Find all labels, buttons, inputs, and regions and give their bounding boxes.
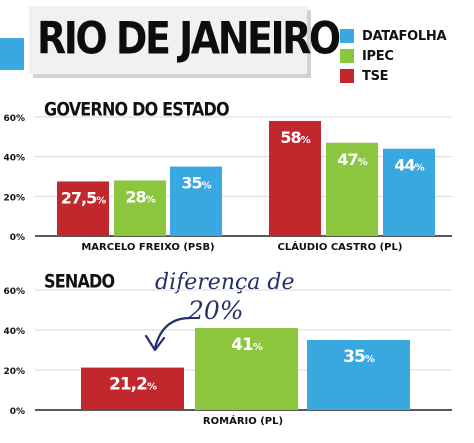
data-label: 44% [394, 156, 424, 175]
legend-label-ipec: IPEC [362, 48, 394, 64]
data-label: 47% [337, 150, 367, 169]
section-title-senado: SENADO [44, 270, 115, 292]
bar [195, 328, 298, 410]
legend-item-datafolha: DATAFOLHA [340, 26, 447, 46]
accent-bar [0, 38, 24, 70]
legend: DATAFOLHA IPEC TSE [340, 26, 447, 86]
data-label: 28% [125, 187, 155, 206]
bar [326, 142, 378, 236]
legend-item-ipec: IPEC [340, 46, 446, 66]
data-label: 35% [181, 174, 211, 193]
y-tick-label: 60% [3, 287, 25, 297]
curved-arrow-icon [153, 316, 192, 350]
category-label: ROMÁRIO (PL) [203, 414, 283, 427]
data-label: 27,5% [61, 188, 106, 207]
arrow-head-icon [144, 334, 166, 352]
bar [383, 148, 435, 236]
section-title-governo: GOVERNO DO ESTADO [44, 98, 230, 120]
legend-label-tse: TSE [362, 68, 389, 84]
bar [170, 166, 222, 236]
bar [81, 367, 184, 410]
legend-item-tse: TSE [340, 66, 446, 86]
bar [114, 180, 166, 236]
title-background [29, 6, 307, 74]
y-tick-label: 20% [3, 367, 25, 377]
y-tick-label: 20% [3, 193, 25, 203]
annotation-line2: 20% [188, 296, 244, 325]
page-title: RIO DE JANEIRO [37, 12, 341, 64]
y-tick-label: 40% [3, 327, 25, 337]
bar [269, 120, 321, 236]
bar [57, 181, 109, 236]
legend-swatch-tse [340, 69, 354, 83]
bar [307, 340, 410, 410]
legend-swatch-ipec [340, 49, 354, 63]
y-tick-label: 0% [10, 233, 25, 243]
annotation-line1: diferença de [155, 270, 295, 295]
category-label: CLÁUDIO CASTRO (PL) [278, 240, 403, 253]
data-label: 35% [343, 347, 375, 367]
category-label: MARCELO FREIXO (PSB) [81, 242, 214, 253]
y-tick-label: 60% [3, 114, 25, 124]
legend-swatch-datafolha [340, 29, 354, 43]
data-label: 41% [231, 335, 263, 355]
y-tick-label: 0% [10, 407, 25, 417]
data-label: 21,2% [109, 375, 157, 395]
legend-label-datafolha: DATAFOLHA [362, 28, 447, 44]
y-tick-label: 40% [3, 154, 25, 164]
data-label: 58% [280, 128, 310, 147]
